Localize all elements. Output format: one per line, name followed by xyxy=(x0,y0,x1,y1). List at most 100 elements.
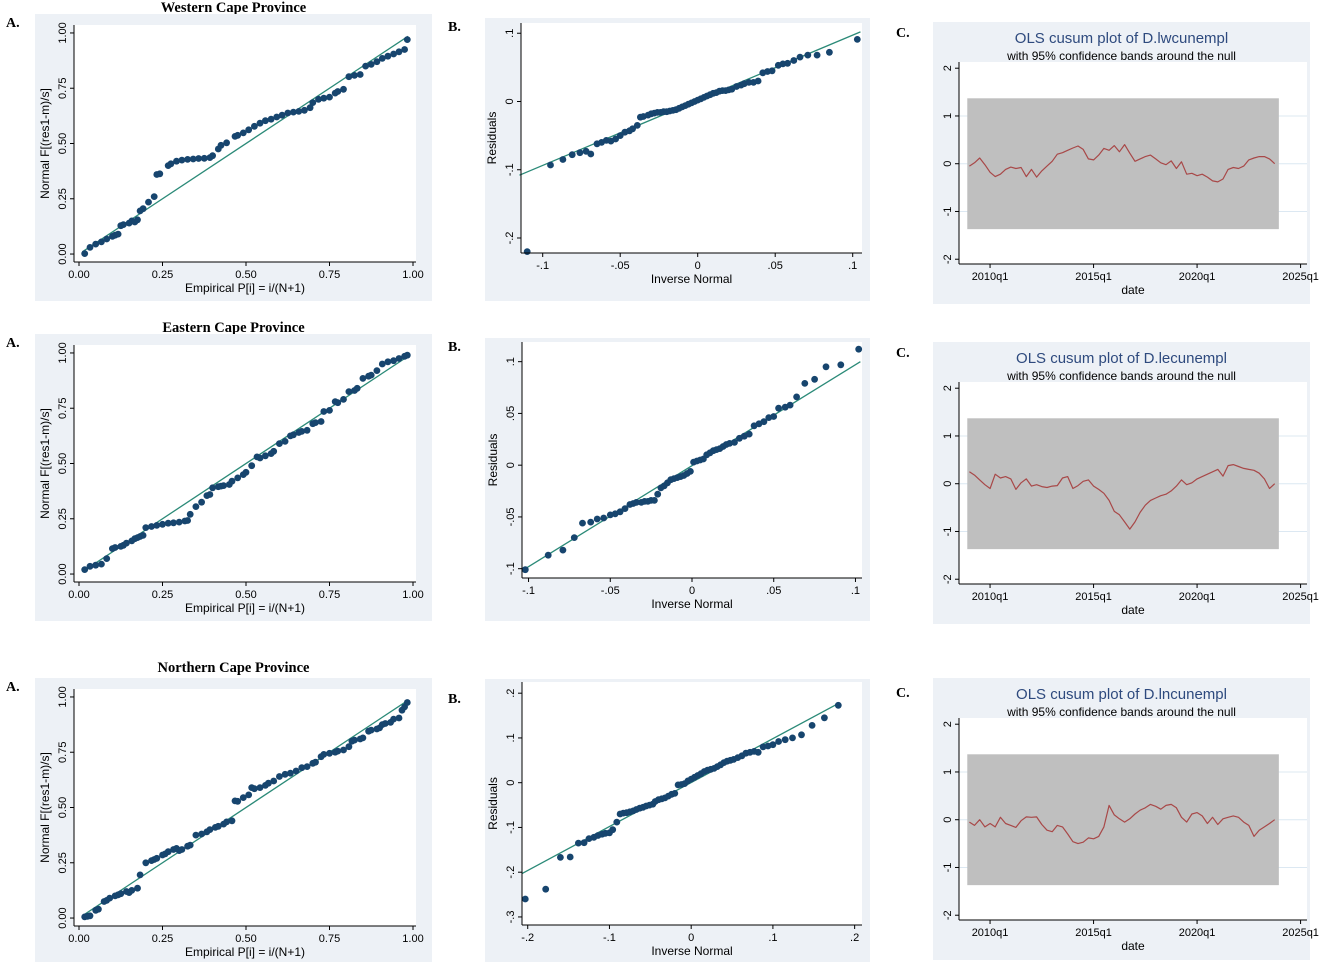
scatter-point xyxy=(775,738,782,745)
scatter-point xyxy=(262,117,269,125)
scatter-point xyxy=(159,520,166,528)
scatter-point xyxy=(395,355,403,362)
reference-line xyxy=(521,702,840,875)
scatter-points xyxy=(523,36,861,256)
scatter-point xyxy=(320,751,328,758)
scatter-point xyxy=(306,104,314,112)
y-tick-label: .1 xyxy=(505,357,517,366)
panel-eastern-cape-pp: A. Eastern Cape Province 0.00 0.25 0.50 0.7… xyxy=(0,320,440,640)
scatter-point xyxy=(340,746,347,754)
x-tick-label: 2020q1 xyxy=(1179,927,1216,939)
scatter-point xyxy=(256,454,264,462)
y-tick-label: -1 xyxy=(942,207,954,217)
scatter-point xyxy=(220,482,228,489)
scatter-point xyxy=(378,360,386,368)
scatter-point xyxy=(223,139,231,147)
scatter-point xyxy=(687,468,694,475)
scatter-point xyxy=(301,106,308,114)
x-axis-title: date xyxy=(1121,603,1145,617)
cusum-subtitle: with 95% confidence bands around the nul… xyxy=(1007,369,1236,383)
scatter-point xyxy=(298,764,306,772)
y-tick-label: 0 xyxy=(505,780,517,786)
x-tick-label: 2010q1 xyxy=(972,927,1009,939)
scatter-point xyxy=(145,198,152,206)
y-tick-label: .1 xyxy=(504,29,516,38)
scatter-point xyxy=(198,498,206,506)
scatter-point xyxy=(276,440,283,447)
scatter-point xyxy=(345,73,353,81)
plot-area xyxy=(521,23,862,253)
scatter-point xyxy=(568,151,576,159)
cusum-plot-eastern-cape: 2010q1 2015q1 2020q1 2025q1 2 1 0 -1 -2 date xyxy=(942,382,1319,617)
pp-plot-northern-cape: 0.00 0.25 0.50 0.75 1.00 0.00 0.25 0.50 0.75 1.00… xyxy=(38,686,424,959)
scatter-point xyxy=(654,490,662,498)
scatter-point xyxy=(580,839,588,847)
scatter-point xyxy=(587,518,595,526)
scatter-points xyxy=(81,36,411,257)
confidence-band xyxy=(967,418,1279,550)
x-tick-label: .1 xyxy=(848,260,857,272)
scatter-point xyxy=(120,221,127,229)
y-axis-title: Normal F[(res1-m)/s] xyxy=(38,408,52,519)
panel-label-c: C. xyxy=(896,346,910,361)
pp-plot-card: 0.00 0.25 0.50 0.75 1.00 0.00 0.25 0.50 0.75 1.00… xyxy=(35,678,432,962)
scatter-point xyxy=(251,122,258,130)
x-tick-label: 1.00 xyxy=(402,589,423,601)
scatter-point xyxy=(367,61,375,68)
cusum-title: OLS cusum plot of D.lecunempl xyxy=(1016,350,1227,367)
scatter-point xyxy=(81,566,89,573)
qq-plot-card: -.1 -.05 0 .05 .1 .1 .05 0 -.05 -.1 Inverse Normal… xyxy=(485,338,870,621)
panel-label-a: A. xyxy=(6,336,20,351)
scatter-point xyxy=(768,67,776,75)
scatter-point xyxy=(320,94,328,102)
scatter-point xyxy=(521,895,529,903)
scatter-point xyxy=(600,514,608,522)
y-tick-label: 2 xyxy=(942,65,954,71)
cusum-line xyxy=(969,463,1276,530)
scatter-point xyxy=(390,715,397,723)
scatter-point xyxy=(206,826,214,833)
scatter-point xyxy=(566,853,574,861)
x-tick-label: 0 xyxy=(688,932,694,944)
scatter-point xyxy=(312,419,319,426)
x-tick-label: 0.00 xyxy=(68,589,89,601)
panel-northern-cape-qq: B. -.2 -.1 0 .1 .2 .2 .1 0 -.1 -.2 -.3 Inverse Norm… xyxy=(440,640,885,962)
scatter-point xyxy=(559,156,567,163)
x-tick-label: 1.00 xyxy=(402,269,423,281)
scatter-point xyxy=(770,413,778,420)
scatter-point xyxy=(234,797,242,805)
scatter-point xyxy=(178,156,186,164)
scatter-point xyxy=(390,357,397,365)
x-tick-label: 0.25 xyxy=(152,269,173,281)
scatter-point xyxy=(334,88,342,95)
scatter-point xyxy=(228,817,236,825)
y-tick-label: -.05 xyxy=(505,507,517,526)
reference-line xyxy=(81,699,409,917)
scatter-point xyxy=(633,499,640,506)
row-western-cape: A. Western Cape Province 0.00 0.25 0.50 0.7… xyxy=(0,0,1323,320)
scatter-point xyxy=(276,773,283,780)
x-tick-label: 0.00 xyxy=(68,269,89,281)
scatter-points xyxy=(521,345,863,574)
y-tick-label: 0.00 xyxy=(57,563,69,584)
province-title: Eastern Cape Province xyxy=(162,320,305,336)
y-tick-label: -2 xyxy=(942,254,954,264)
scatter-point xyxy=(609,826,617,834)
x-axis-title: Empirical P[i] = i/(N+1) xyxy=(185,601,305,615)
qq-plot-card: -.2 -.1 0 .1 .2 .2 .1 0 -.1 -.2 -.3 Inverse Normal R… xyxy=(485,679,870,962)
scatter-point xyxy=(153,522,161,529)
scatter-point xyxy=(142,524,150,531)
scatter-point xyxy=(298,428,306,435)
scatter-point xyxy=(334,399,342,407)
scatter-point xyxy=(359,734,367,742)
scatter-point xyxy=(186,841,194,849)
scatter-point xyxy=(292,767,300,775)
scatter-point xyxy=(148,523,155,530)
scatter-point xyxy=(98,238,105,246)
scatter-point xyxy=(278,111,286,119)
y-tick-label: 1 xyxy=(942,433,954,439)
x-tick-label: 2010q1 xyxy=(972,591,1009,603)
scatter-point xyxy=(837,361,845,369)
scatter-point xyxy=(784,59,791,67)
